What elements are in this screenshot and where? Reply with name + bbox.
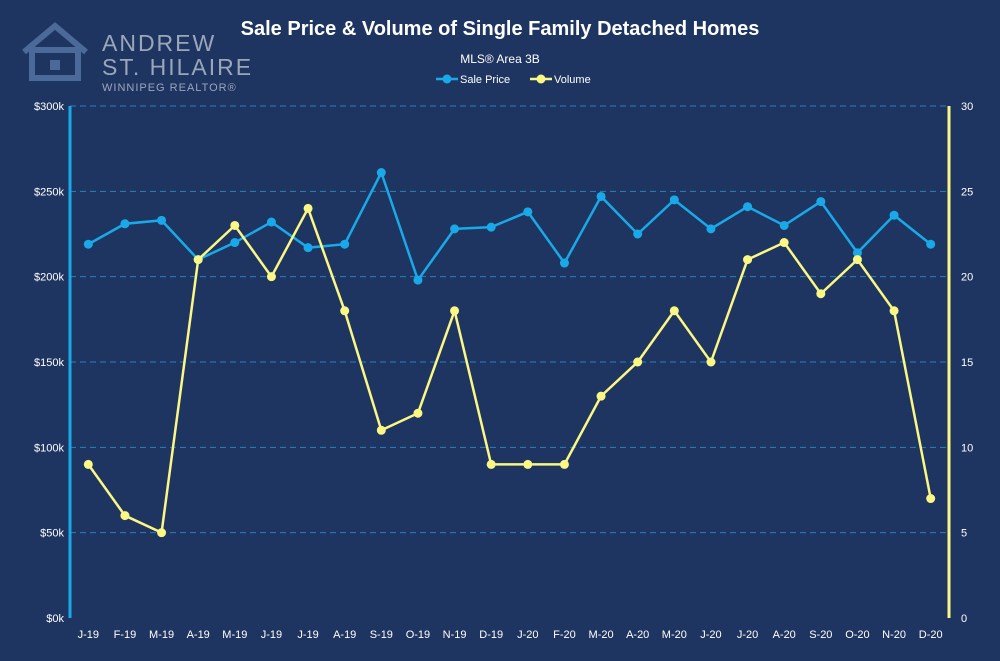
x-tick-label: A-20 <box>773 629 796 641</box>
x-tick-label: F-19 <box>114 629 137 641</box>
x-tick-label: N-20 <box>882 629 906 641</box>
sale-price-point <box>706 224 716 234</box>
volume-point <box>596 391 606 401</box>
volume-point <box>926 494 936 504</box>
volume-point <box>193 255 203 265</box>
y-left-tick-label: $100k <box>34 442 64 454</box>
sale-price-point <box>779 220 789 230</box>
sale-price-series-line <box>87 169 932 283</box>
y-right-tick-label: 20 <box>961 272 973 284</box>
logo-line-2: ST. HILAIRE <box>102 54 254 80</box>
volume-point <box>706 357 716 367</box>
sale-price-point <box>83 239 93 249</box>
sale-price-point <box>120 219 130 229</box>
sale-price-point <box>816 197 826 207</box>
house-icon <box>22 22 88 81</box>
sale-price-point <box>559 258 569 268</box>
volume-point <box>157 528 167 538</box>
volume-point <box>669 306 679 316</box>
x-tick-label: J-19 <box>261 629 282 641</box>
volume-point <box>779 238 789 248</box>
sale-price-point <box>376 168 386 178</box>
volume-point <box>376 425 386 435</box>
x-tick-label: A-20 <box>626 629 649 641</box>
x-tick-label: A-19 <box>333 629 356 641</box>
sale-price-point <box>852 248 862 258</box>
volume-point <box>523 459 533 469</box>
sale-price-legend-label: Sale Price <box>460 74 510 86</box>
volume-point <box>743 255 753 265</box>
volume-series-line <box>87 205 932 535</box>
x-tick-label: M-20 <box>589 629 614 641</box>
volume-point <box>559 459 569 469</box>
y-right-tick-label: 0 <box>961 613 967 625</box>
volume-point <box>889 306 899 316</box>
y-left-tick-label: $150k <box>34 357 64 369</box>
sale-price-point <box>450 224 460 234</box>
sale-price-point <box>413 275 423 285</box>
x-tick-label: O-19 <box>406 629 430 641</box>
logo-line-3: WINNIPEG REALTOR® <box>102 82 237 94</box>
volume-point <box>486 459 496 469</box>
y-right-tick-label: 30 <box>961 101 973 113</box>
sale-price-legend-marker <box>442 74 452 84</box>
x-tick-label: M-19 <box>149 629 174 641</box>
sale-price-point <box>633 229 643 239</box>
y-left-tick-label: $300k <box>34 101 64 113</box>
sale-price-point <box>340 239 350 249</box>
y-left-tick-label: $250k <box>34 186 64 198</box>
sale-price-point <box>157 215 167 225</box>
x-tick-label: M-19 <box>222 629 247 641</box>
y-left-tick-label: $0k <box>46 613 64 625</box>
x-tick-label: M-20 <box>662 629 687 641</box>
volume-point <box>413 408 423 418</box>
y-left-tick-label: $200k <box>34 272 64 284</box>
x-tick-label: S-19 <box>370 629 393 641</box>
x-tick-label: J-20 <box>517 629 538 641</box>
volume-point <box>266 272 276 282</box>
volume-point <box>303 203 313 213</box>
volume-point <box>230 220 240 230</box>
x-tick-label: N-19 <box>443 629 467 641</box>
sale-price-point <box>596 191 606 201</box>
y-right-tick-label: 15 <box>961 357 973 369</box>
x-tick-label: D-20 <box>919 629 943 641</box>
volume-point <box>816 289 826 299</box>
volume-point <box>633 357 643 367</box>
volume-point <box>83 459 93 469</box>
y-right-tick-label: 5 <box>961 528 967 540</box>
sale-price-point <box>926 239 936 249</box>
x-tick-label: J-20 <box>700 629 721 641</box>
sale-price-point <box>889 210 899 220</box>
x-tick-label: J-19 <box>297 629 318 641</box>
volume-point <box>340 306 350 316</box>
x-tick-label: D-19 <box>479 629 503 641</box>
volume-legend-label: Volume <box>554 74 591 86</box>
x-tick-label: A-19 <box>187 629 210 641</box>
y-left-tick-label: $50k <box>40 528 64 540</box>
volume-point <box>450 306 460 316</box>
x-tick-label: O-20 <box>845 629 869 641</box>
x-tick-label: S-20 <box>809 629 832 641</box>
y-right-tick-label: 10 <box>961 442 973 454</box>
sale-price-point <box>669 195 679 205</box>
sale-price-point <box>523 207 533 217</box>
volume-point <box>852 255 862 265</box>
logo-line-1: ANDREW <box>102 30 217 56</box>
sale-price-point <box>303 243 313 253</box>
chart-subtitle: MLS® Area 3B <box>460 52 540 66</box>
sale-price-point <box>266 217 276 227</box>
chart-title: Sale Price & Volume of Single Family Det… <box>240 18 760 40</box>
x-tick-label: J-19 <box>78 629 99 641</box>
sale-price-point <box>486 222 496 232</box>
volume-legend-marker <box>536 74 546 84</box>
x-tick-label: J-20 <box>737 629 758 641</box>
y-right-tick-label: 25 <box>961 186 973 198</box>
volume-point <box>120 511 130 521</box>
sale-price-point <box>743 202 753 212</box>
x-tick-label: F-20 <box>553 629 576 641</box>
sale-price-point <box>230 238 240 248</box>
brand-logo: ANDREW ST. HILAIRE WINNIPEG REALTOR® <box>20 14 251 94</box>
